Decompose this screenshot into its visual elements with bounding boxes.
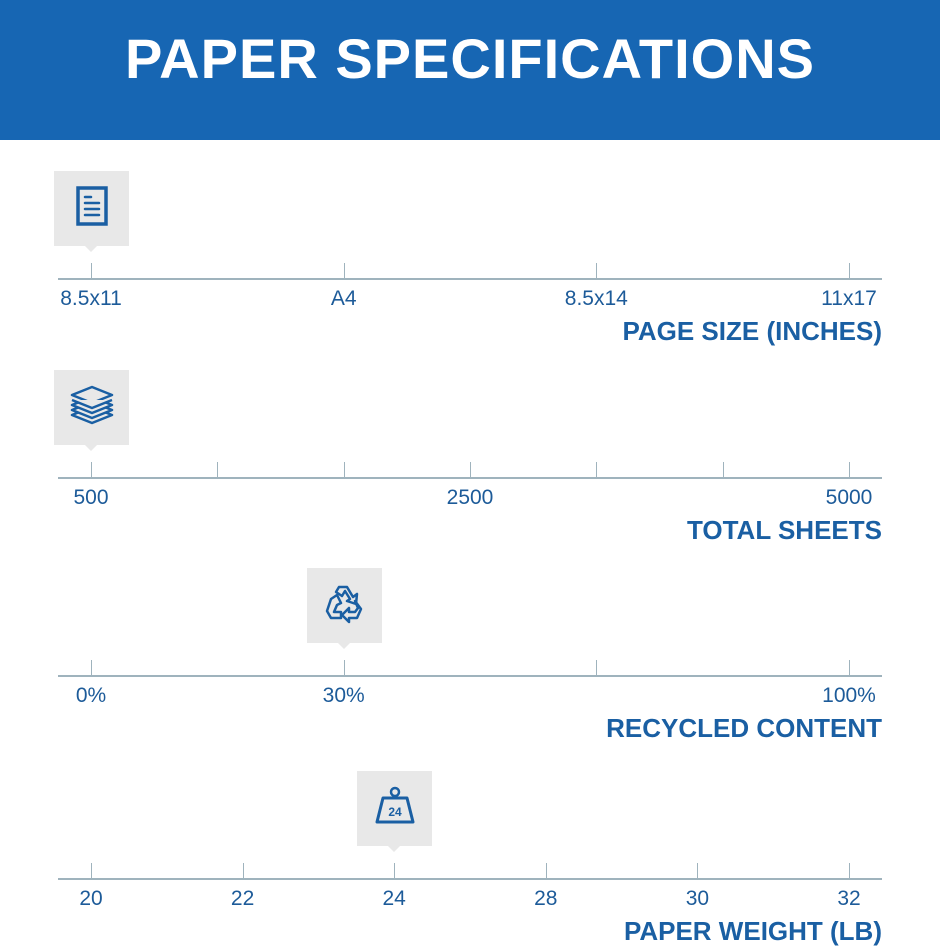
axis-tick xyxy=(91,863,92,879)
axis-tick xyxy=(344,660,345,676)
paper-stack-icon xyxy=(70,383,114,432)
axis-title: PAPER WEIGHT (LB) xyxy=(623,916,882,946)
axis-tick xyxy=(470,462,471,478)
recycle-icon xyxy=(323,581,367,630)
axis-tick xyxy=(217,462,218,478)
axis-tick xyxy=(849,660,850,676)
axis-title: TOTAL SHEETS xyxy=(686,515,882,545)
axis-tick xyxy=(849,263,850,279)
tick-label: 22 xyxy=(230,887,255,910)
page-title: PAPER SPECIFICATIONS xyxy=(124,27,815,90)
tick-label: 100% xyxy=(822,684,876,707)
tick-label: 30% xyxy=(322,684,365,707)
axis-tick xyxy=(243,863,244,879)
axis-tick xyxy=(546,863,547,879)
axis-line xyxy=(58,878,882,880)
axis-tick xyxy=(596,660,597,676)
axis-tick xyxy=(394,863,395,879)
tick-label: 2500 xyxy=(446,486,494,509)
tick-label: 8.5x14 xyxy=(564,287,628,310)
axis-tick xyxy=(91,660,92,676)
weight-icon: 24 xyxy=(373,784,417,833)
selected-value-marker: 24 xyxy=(357,771,432,852)
axis-tick xyxy=(91,462,92,478)
axis-title: RECYCLED CONTENT xyxy=(606,713,882,743)
axis-tick xyxy=(596,462,597,478)
axis-tick xyxy=(596,263,597,279)
document-icon xyxy=(70,184,114,233)
axis-tick xyxy=(697,863,698,879)
selected-value-marker xyxy=(54,370,129,451)
tick-label: 5000 xyxy=(825,486,873,509)
axis-tick xyxy=(91,263,92,279)
tick-label: 20 xyxy=(79,887,103,910)
axis-tick xyxy=(723,462,724,478)
axis-tick xyxy=(849,863,850,879)
axis-tick xyxy=(344,263,345,279)
axis-tick xyxy=(344,462,345,478)
tick-label: 8.5x11 xyxy=(60,287,122,310)
selected-value-marker xyxy=(307,568,382,649)
tick-label: A4 xyxy=(330,287,357,310)
svg-text:24: 24 xyxy=(388,805,402,819)
tick-label: 32 xyxy=(837,887,861,910)
axis-line xyxy=(58,477,882,479)
tick-label: 24 xyxy=(382,887,406,910)
axis-title: PAGE SIZE (INCHES) xyxy=(622,316,882,346)
tick-label: 11x17 xyxy=(821,287,877,310)
tick-label: 30 xyxy=(685,887,710,910)
axis-line xyxy=(58,675,882,677)
selected-value-marker xyxy=(54,171,129,252)
axis-line xyxy=(58,278,882,280)
tick-label: 28 xyxy=(534,887,558,910)
tick-label: 500 xyxy=(73,486,109,509)
tick-label: 0% xyxy=(75,684,107,707)
header-banner: PAPER SPECIFICATIONS xyxy=(0,0,940,140)
axis-tick xyxy=(849,462,850,478)
